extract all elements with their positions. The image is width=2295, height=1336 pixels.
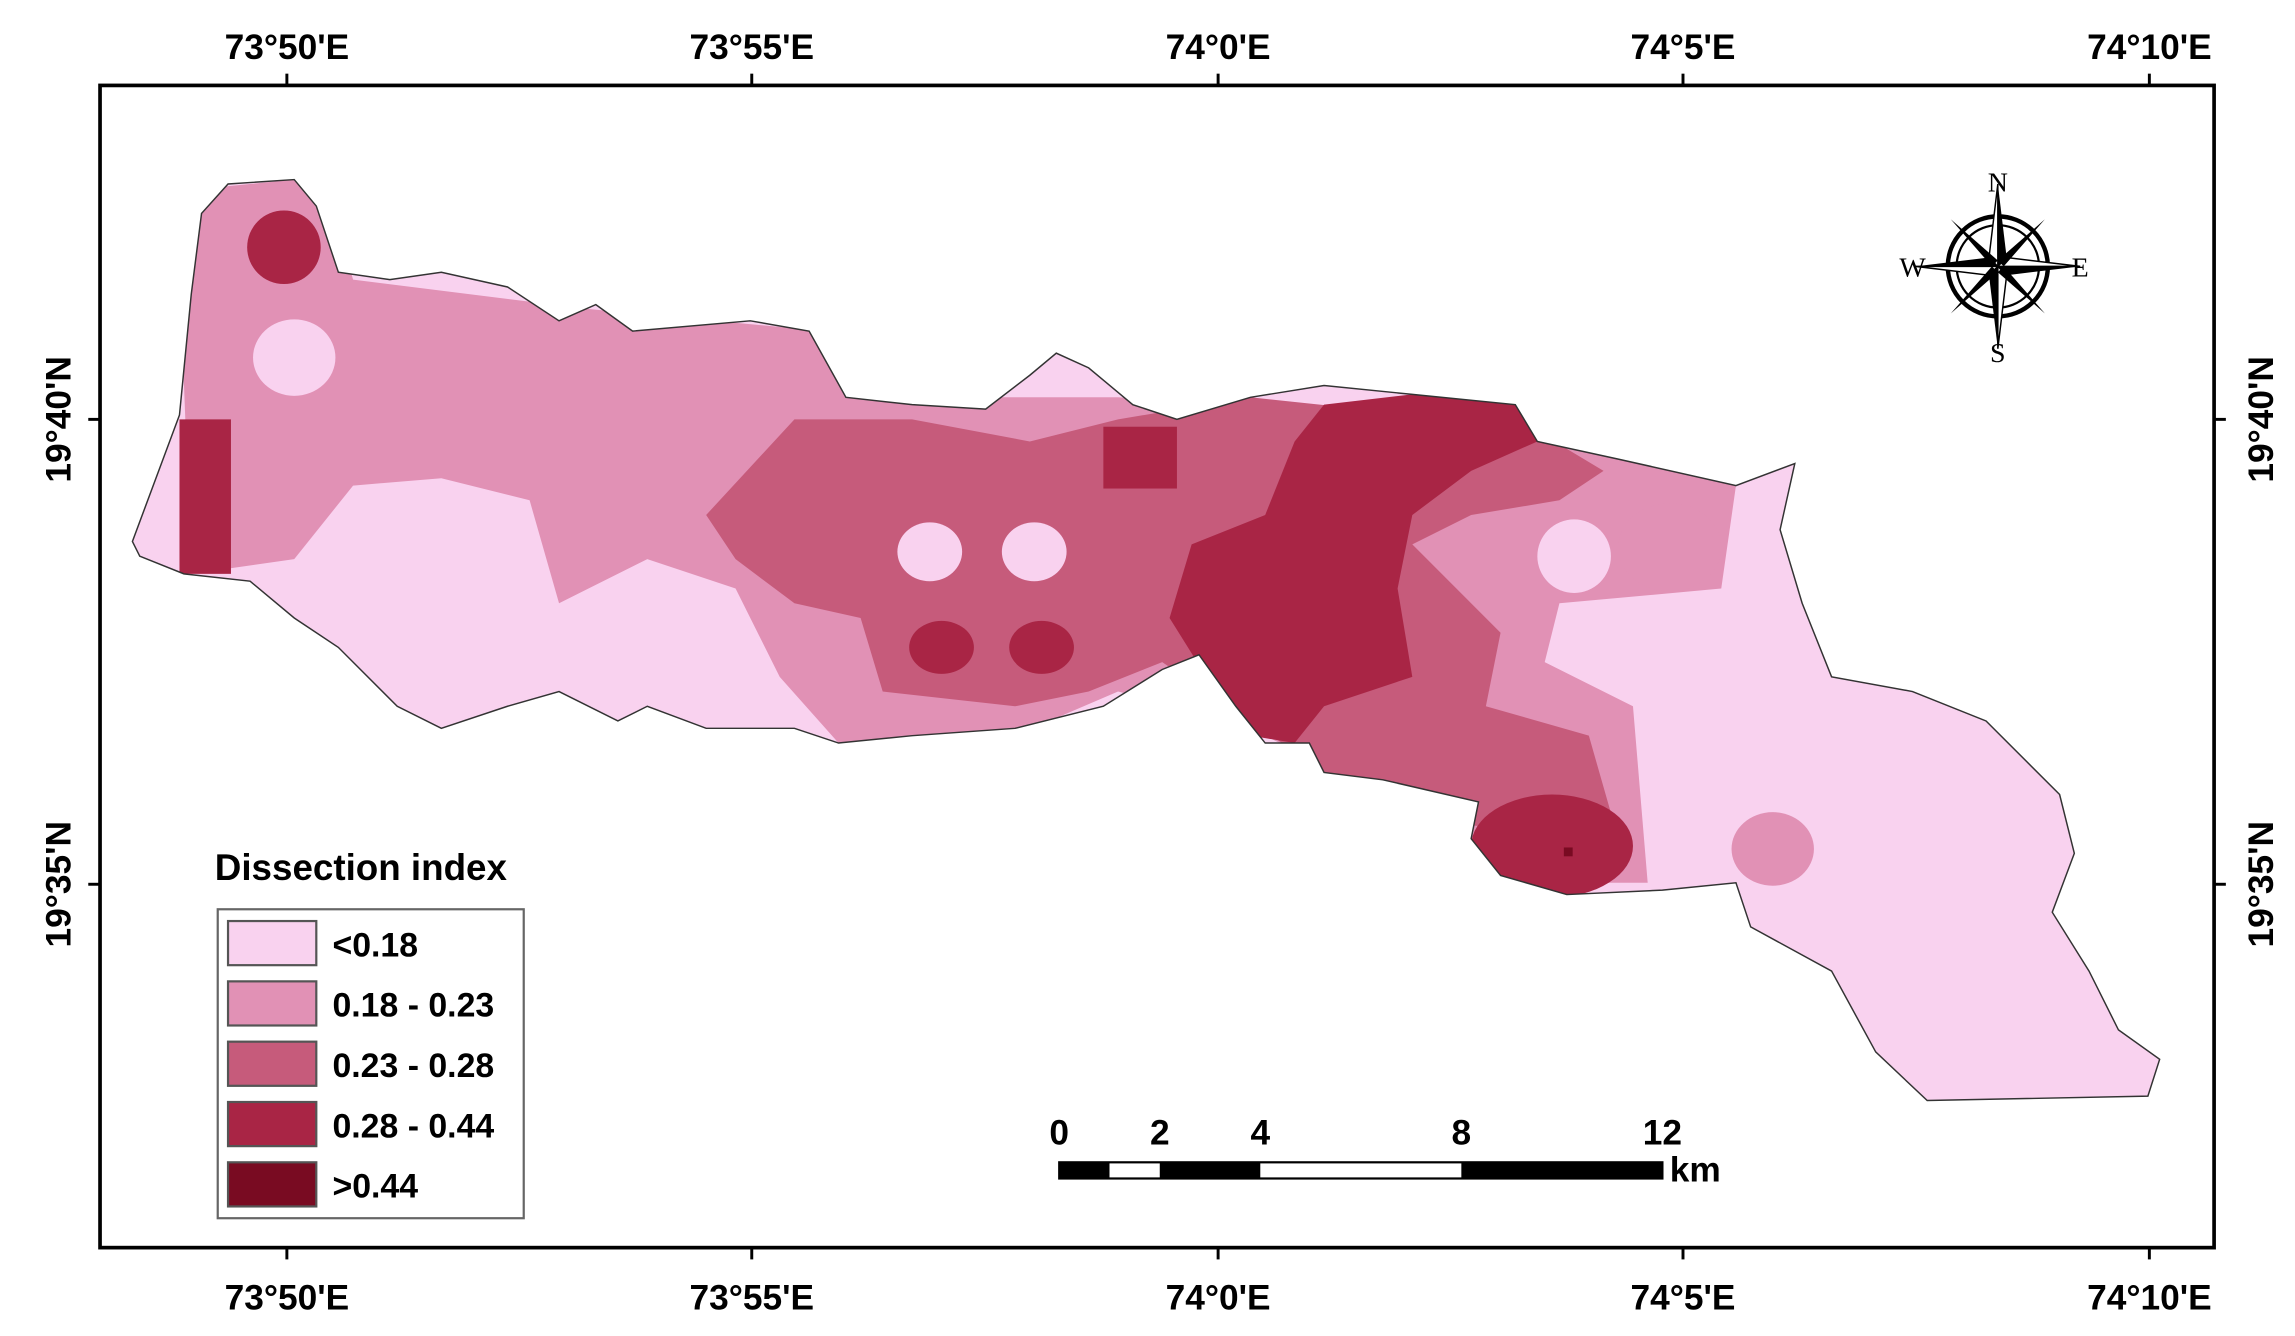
lat-label: 19°40'N — [40, 356, 79, 483]
scale-label: 4 — [1250, 1114, 1270, 1153]
zone — [1001, 522, 1067, 582]
scale-label: 0 — [1049, 1114, 1069, 1153]
scale-unit: km — [1670, 1150, 1721, 1189]
legend-label: 0.23 - 0.28 — [332, 1047, 494, 1085]
legend-label: 0.18 - 0.23 — [332, 987, 494, 1025]
lon-label: 74°0'E — [1166, 28, 1271, 67]
compass-w: W — [1899, 253, 1926, 284]
legend-swatch — [226, 1040, 318, 1087]
legend-label: <0.18 — [332, 926, 418, 964]
lat-label: 19°40'N — [2242, 356, 2281, 483]
zone — [1471, 794, 1633, 898]
graticule: 73°50'E 73°50'E 73°55'E 73°55'E 74°0'E 74°0'E… — [40, 28, 2281, 1317]
compass-n: N — [1988, 167, 2008, 198]
zone — [909, 620, 974, 674]
zone — [1169, 394, 1538, 744]
scale-segment — [1461, 1162, 1663, 1179]
lon-label: 74°5'E — [1631, 28, 1736, 67]
lon-label: 74°5'E — [1631, 1278, 1736, 1317]
zone — [1618, 503, 1722, 592]
zone — [1009, 620, 1074, 674]
legend-title: Dissection index — [215, 847, 508, 888]
lon-label: 74°10'E — [2087, 28, 2212, 67]
legend: Dissection index <0.18 0.18 - 0.23 0.23 - … — [215, 847, 525, 1220]
legend-swatch — [226, 1100, 318, 1148]
zone — [253, 319, 336, 396]
lon-label: 74°10'E — [2087, 1278, 2212, 1317]
zone — [1537, 519, 1611, 593]
scale-segment — [1059, 1162, 1110, 1179]
compass-s: S — [1990, 338, 2006, 369]
compass: N S W E — [1899, 167, 2088, 369]
lon-label: 73°55'E — [689, 1278, 814, 1317]
legend-label: 0.28 - 0.44 — [332, 1107, 494, 1145]
lon-label: 73°50'E — [225, 28, 350, 67]
legend-swatch — [226, 980, 318, 1027]
zone — [1731, 812, 1814, 886]
zone — [1103, 426, 1177, 489]
scale-segment — [1159, 1162, 1261, 1179]
compass-e: E — [2072, 253, 2089, 284]
lon-label: 73°55'E — [689, 28, 814, 67]
legend-swatch — [226, 1161, 318, 1208]
legend-swatch — [226, 919, 318, 967]
legend-label: >0.44 — [332, 1168, 418, 1206]
scale-label: 12 — [1643, 1114, 1682, 1153]
lat-label: 19°35'N — [40, 821, 79, 948]
zone — [247, 210, 321, 285]
zone — [1563, 847, 1573, 857]
scale-label: 2 — [1150, 1114, 1170, 1153]
scale-label: 8 — [1452, 1114, 1472, 1153]
lat-label: 19°35'N — [2242, 821, 2281, 948]
zone — [897, 522, 963, 582]
lon-label: 73°50'E — [225, 1278, 350, 1317]
zone — [179, 419, 231, 574]
lon-label: 74°0'E — [1166, 1278, 1271, 1317]
